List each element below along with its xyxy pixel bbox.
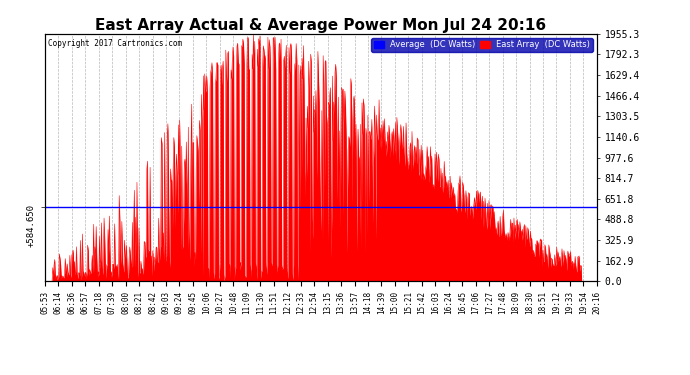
Title: East Array Actual & Average Power Mon Jul 24 20:16: East Array Actual & Average Power Mon Ju… <box>95 18 546 33</box>
Text: Copyright 2017 Cartronics.com: Copyright 2017 Cartronics.com <box>48 39 181 48</box>
Legend: Average  (DC Watts), East Array  (DC Watts): Average (DC Watts), East Array (DC Watts… <box>371 38 593 52</box>
